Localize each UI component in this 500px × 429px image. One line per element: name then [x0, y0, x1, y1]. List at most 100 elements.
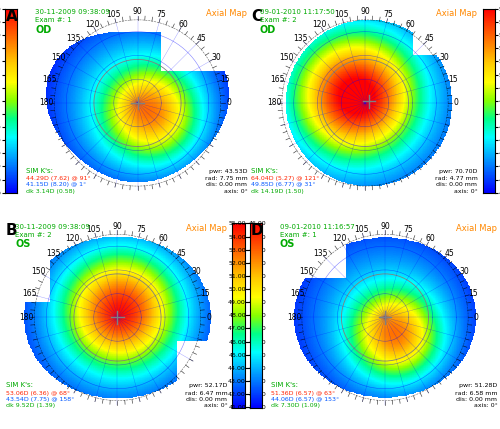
Text: dk 14.19D (1.50): dk 14.19D (1.50) — [251, 189, 304, 194]
Text: SIM K's:: SIM K's: — [6, 382, 33, 388]
Text: 44.29D (7.62) @ 91°: 44.29D (7.62) @ 91° — [26, 176, 90, 181]
Text: 135: 135 — [314, 248, 328, 257]
Text: OD: OD — [35, 25, 51, 35]
Text: Axial Map: Axial Map — [456, 224, 498, 233]
Text: 105: 105 — [334, 10, 348, 19]
Text: axis: 0°: axis: 0° — [204, 403, 228, 408]
Text: 60: 60 — [406, 20, 415, 29]
Text: 30: 30 — [459, 267, 469, 276]
Text: 41.15D (8.20) @ 1°: 41.15D (8.20) @ 1° — [26, 182, 86, 187]
Text: C: C — [251, 9, 262, 24]
Text: 0: 0 — [474, 313, 478, 322]
Text: Exam #: 2: Exam #: 2 — [15, 232, 52, 238]
Text: 120: 120 — [85, 20, 99, 29]
Text: 51.36D (6.57) @ 63°: 51.36D (6.57) @ 63° — [271, 390, 335, 396]
Text: Exam #: 1: Exam #: 1 — [280, 232, 317, 238]
Text: SIM K's:: SIM K's: — [251, 168, 278, 174]
Text: dis: 0.00 mm: dis: 0.00 mm — [206, 182, 248, 187]
Text: 150: 150 — [279, 53, 293, 62]
Text: 75: 75 — [156, 10, 166, 19]
Text: SIM K's:: SIM K's: — [271, 382, 298, 388]
Text: rad: 6.47 mm: rad: 6.47 mm — [184, 390, 228, 396]
Text: 64.04D (5.27) @ 121°: 64.04D (5.27) @ 121° — [251, 176, 320, 181]
Text: 0: 0 — [206, 313, 211, 322]
Text: rad: 6.58 mm: rad: 6.58 mm — [455, 390, 498, 396]
Text: pwr: 51.28D: pwr: 51.28D — [459, 383, 498, 388]
Text: 105: 105 — [86, 225, 101, 234]
Text: pwr: 52.17D: pwr: 52.17D — [189, 383, 228, 388]
Text: 120: 120 — [332, 234, 346, 243]
Text: 120: 120 — [65, 234, 79, 243]
Text: SIM K's:: SIM K's: — [26, 168, 53, 174]
Text: 09-01-2010 11:17:50: 09-01-2010 11:17:50 — [260, 9, 335, 15]
Text: dis: 0.00 mm: dis: 0.00 mm — [186, 397, 228, 402]
Text: 30: 30 — [192, 267, 202, 276]
Text: pwr: 43.53D: pwr: 43.53D — [209, 169, 248, 174]
Text: 75: 75 — [136, 225, 146, 234]
Text: 60: 60 — [426, 234, 436, 243]
Text: 165: 165 — [290, 290, 304, 299]
Text: rad: 7.75 mm: rad: 7.75 mm — [205, 176, 248, 181]
Text: dk 3.14D (0.58): dk 3.14D (0.58) — [26, 189, 75, 194]
Text: dk 7.30D (1.09): dk 7.30D (1.09) — [271, 403, 320, 408]
Text: 44.06D (6.57) @ 153°: 44.06D (6.57) @ 153° — [271, 397, 339, 402]
Text: 49.85D (6.77) @ 31°: 49.85D (6.77) @ 31° — [251, 182, 316, 187]
Text: 43.54D (7.75) @ 158°: 43.54D (7.75) @ 158° — [6, 397, 74, 402]
Text: axis: 0°: axis: 0° — [474, 403, 498, 408]
Text: axis: 0°: axis: 0° — [454, 189, 477, 194]
Text: 30-11-2009 09:38:09: 30-11-2009 09:38:09 — [15, 224, 90, 230]
Text: 165: 165 — [270, 75, 284, 84]
Text: A: A — [6, 9, 18, 24]
Text: 180: 180 — [19, 313, 34, 322]
Text: 90: 90 — [380, 222, 390, 231]
Text: 120: 120 — [312, 20, 326, 29]
Text: OS: OS — [280, 239, 295, 249]
Text: 135: 135 — [46, 248, 60, 257]
Text: 15: 15 — [220, 75, 230, 84]
Text: 45: 45 — [424, 34, 434, 43]
Text: Axial Map: Axial Map — [186, 224, 228, 233]
Text: 105: 105 — [354, 225, 368, 234]
Text: 0: 0 — [226, 99, 231, 107]
Text: 0: 0 — [454, 99, 458, 107]
Text: 150: 150 — [52, 53, 66, 62]
Text: 90: 90 — [360, 7, 370, 16]
Text: OS: OS — [15, 239, 30, 249]
Text: Exam #: 2: Exam #: 2 — [260, 17, 296, 23]
Text: pwr: 70.70D: pwr: 70.70D — [439, 169, 478, 174]
Text: 60: 60 — [178, 20, 188, 29]
Text: 53.06D (6.36) @ 68°: 53.06D (6.36) @ 68° — [6, 390, 70, 396]
Text: 15: 15 — [448, 75, 458, 84]
Text: 165: 165 — [22, 290, 37, 299]
Text: 75: 75 — [384, 10, 394, 19]
Text: 75: 75 — [404, 225, 413, 234]
Text: Axial Map: Axial Map — [206, 9, 248, 18]
Text: B: B — [6, 223, 18, 238]
Text: D: D — [251, 223, 264, 238]
Text: Exam #: 1: Exam #: 1 — [35, 17, 72, 23]
Text: dis: 0.00 mm: dis: 0.00 mm — [436, 182, 478, 187]
Text: 150: 150 — [32, 267, 46, 276]
Text: 30: 30 — [212, 53, 222, 62]
Text: Axial Map: Axial Map — [436, 9, 478, 18]
Text: 180: 180 — [39, 99, 54, 107]
Text: 90: 90 — [112, 222, 122, 231]
Text: 09-01-2010 11:16:57: 09-01-2010 11:16:57 — [280, 224, 355, 230]
Text: 15: 15 — [468, 290, 478, 299]
Text: 60: 60 — [158, 234, 168, 243]
Text: 135: 135 — [66, 34, 80, 43]
Text: axis: 0°: axis: 0° — [224, 189, 248, 194]
Text: 165: 165 — [42, 75, 57, 84]
Text: 45: 45 — [444, 248, 454, 257]
Text: OD: OD — [260, 25, 276, 35]
Text: 30: 30 — [439, 53, 449, 62]
Text: 150: 150 — [299, 267, 314, 276]
Text: dk 9.52D (1.39): dk 9.52D (1.39) — [6, 403, 55, 408]
Text: 45: 45 — [197, 34, 207, 43]
Text: 15: 15 — [200, 290, 210, 299]
Text: 30-11-2009 09:38:09: 30-11-2009 09:38:09 — [35, 9, 110, 15]
Text: 180: 180 — [266, 99, 281, 107]
Text: 90: 90 — [132, 7, 142, 16]
Text: dis: 0.00 mm: dis: 0.00 mm — [456, 397, 498, 402]
Text: 180: 180 — [286, 313, 301, 322]
